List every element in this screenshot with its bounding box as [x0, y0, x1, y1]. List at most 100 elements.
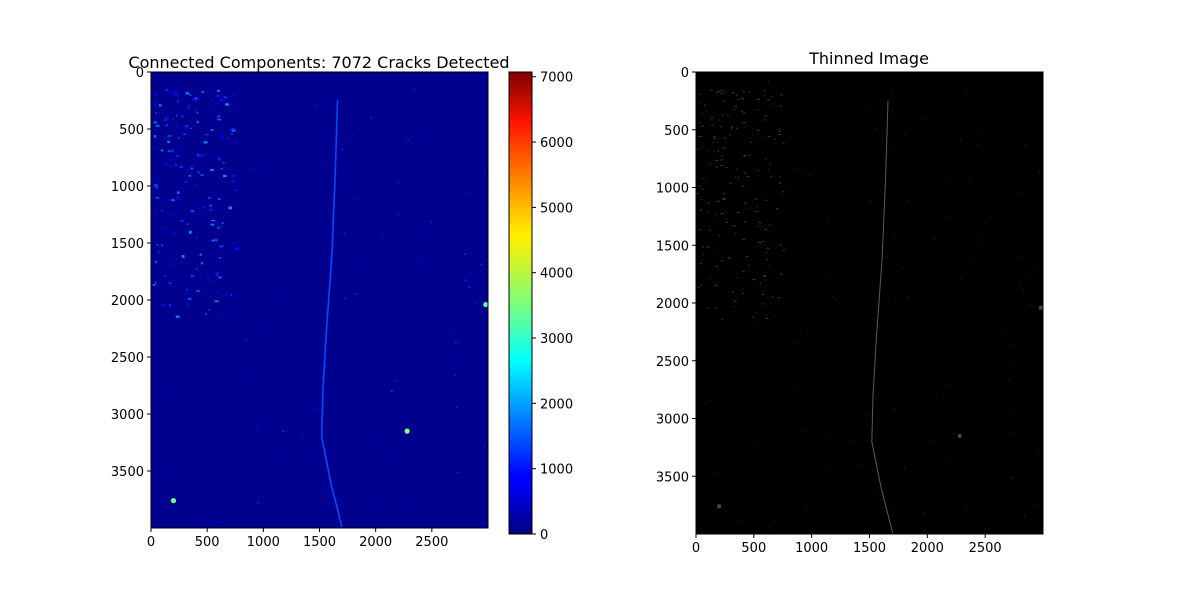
- skeleton-speck: [713, 472, 715, 474]
- crack-speck: [276, 272, 278, 274]
- crack-speck: [186, 288, 188, 291]
- crack-speck: [196, 268, 198, 270]
- skeleton-speck: [978, 128, 980, 130]
- skeleton-speck: [736, 168, 738, 170]
- skeleton-speck: [960, 139, 962, 141]
- skeleton-speck: [757, 225, 760, 227]
- crack-speck: [174, 125, 178, 128]
- skeleton-speck: [876, 495, 878, 497]
- crack-speck: [187, 303, 190, 306]
- skeleton-speck: [868, 413, 870, 415]
- skeleton-speck: [715, 265, 719, 267]
- crack-speck: [480, 263, 483, 265]
- colorbar-tick-label: 1000: [540, 463, 573, 478]
- crack-speck: [235, 247, 239, 251]
- crack-speck: [218, 198, 221, 200]
- skeleton-speck: [703, 178, 705, 180]
- crack-speck: [197, 153, 199, 156]
- crack-speck: [234, 189, 238, 191]
- skeleton-speck: [758, 241, 761, 243]
- crack-speck: [155, 282, 157, 285]
- skeleton-speck: [759, 222, 762, 224]
- crack-speck: [340, 95, 343, 97]
- crack-speck: [214, 300, 219, 303]
- crack-speck: [456, 406, 458, 409]
- crack-speck: [256, 426, 258, 428]
- crack-speck: [231, 128, 235, 131]
- skeleton-speck: [712, 141, 714, 143]
- crack-speck: [234, 141, 237, 144]
- skeleton-speck: [1036, 506, 1038, 508]
- skeleton-speck: [765, 318, 768, 319]
- skeleton-speck: [697, 287, 700, 289]
- crack-speck: [165, 116, 170, 119]
- crack-speck: [193, 515, 195, 518]
- crack-speck: [220, 99, 224, 102]
- crack-speck: [282, 292, 285, 295]
- crack-speck: [221, 222, 224, 225]
- crack-speck: [174, 158, 177, 160]
- crack-speck: [278, 221, 280, 223]
- skeleton-speck: [700, 263, 703, 265]
- skeleton-speck: [768, 263, 770, 265]
- skeleton-speck: [697, 148, 699, 150]
- skeleton-speck: [714, 285, 718, 286]
- crack-speck: [169, 263, 174, 266]
- skeleton-speck: [730, 127, 733, 129]
- skeleton-speck: [716, 249, 718, 251]
- skeleton-speck: [717, 282, 719, 284]
- crack-speck: [153, 135, 157, 138]
- crack-speck: [325, 128, 327, 130]
- skeleton-speck: [716, 200, 720, 202]
- skeleton-speck: [754, 198, 758, 200]
- crack-speck: [171, 199, 175, 202]
- skeleton-speck: [721, 318, 723, 320]
- skeleton-speck: [798, 169, 799, 171]
- skeleton-speck: [861, 464, 863, 466]
- crack-speck: [205, 134, 209, 136]
- y-tick-label: 1000: [656, 182, 689, 197]
- skeleton-speck: [740, 110, 743, 112]
- skeleton-speck: [744, 221, 747, 223]
- crack-speck: [392, 452, 395, 455]
- crack-speck: [195, 184, 197, 186]
- crack-blob: [170, 498, 177, 504]
- skeleton-speck: [725, 221, 728, 223]
- skeleton-speck: [777, 297, 781, 299]
- skeleton-speck: [805, 507, 807, 509]
- skeleton-speck: [730, 126, 733, 128]
- crack-speck: [217, 226, 220, 229]
- crack-speck: [471, 273, 473, 275]
- crack-speck: [326, 489, 328, 492]
- skeleton-speck: [1009, 367, 1011, 369]
- skeleton-speck: [701, 246, 704, 248]
- crack-speck: [169, 213, 171, 216]
- skeleton-speck: [835, 298, 837, 300]
- skeleton-speck: [709, 400, 711, 401]
- skeleton-speck: [699, 185, 701, 187]
- crack-speck: [209, 204, 212, 207]
- skeleton-speck: [757, 170, 759, 172]
- crack-speck: [206, 438, 209, 440]
- skeleton-speck: [903, 267, 905, 269]
- crack-speck: [222, 162, 225, 164]
- skeleton-speck: [721, 90, 724, 92]
- skeleton-speck: [865, 106, 867, 108]
- skeleton-speck: [763, 275, 766, 277]
- skeleton-speck: [807, 329, 809, 331]
- skeleton-speck: [699, 229, 702, 230]
- colorbar: 0 1000 2000 3000 4000 5000 6000 7000: [508, 71, 573, 543]
- skeleton-speck: [766, 247, 770, 249]
- crack-speck: [381, 236, 384, 239]
- colorbar-tick-label: 7000: [540, 71, 573, 86]
- crack-speck: [175, 211, 178, 213]
- skeleton-speck: [710, 89, 713, 91]
- crack-speck: [225, 103, 229, 106]
- skeleton-speck: [971, 261, 973, 262]
- x-tick-label: 1500: [303, 535, 336, 550]
- skeleton-speck: [959, 279, 961, 280]
- crack-speck: [161, 209, 164, 212]
- skeleton-speck: [736, 211, 740, 213]
- crack-speck: [203, 141, 208, 144]
- crack-speck: [163, 395, 166, 398]
